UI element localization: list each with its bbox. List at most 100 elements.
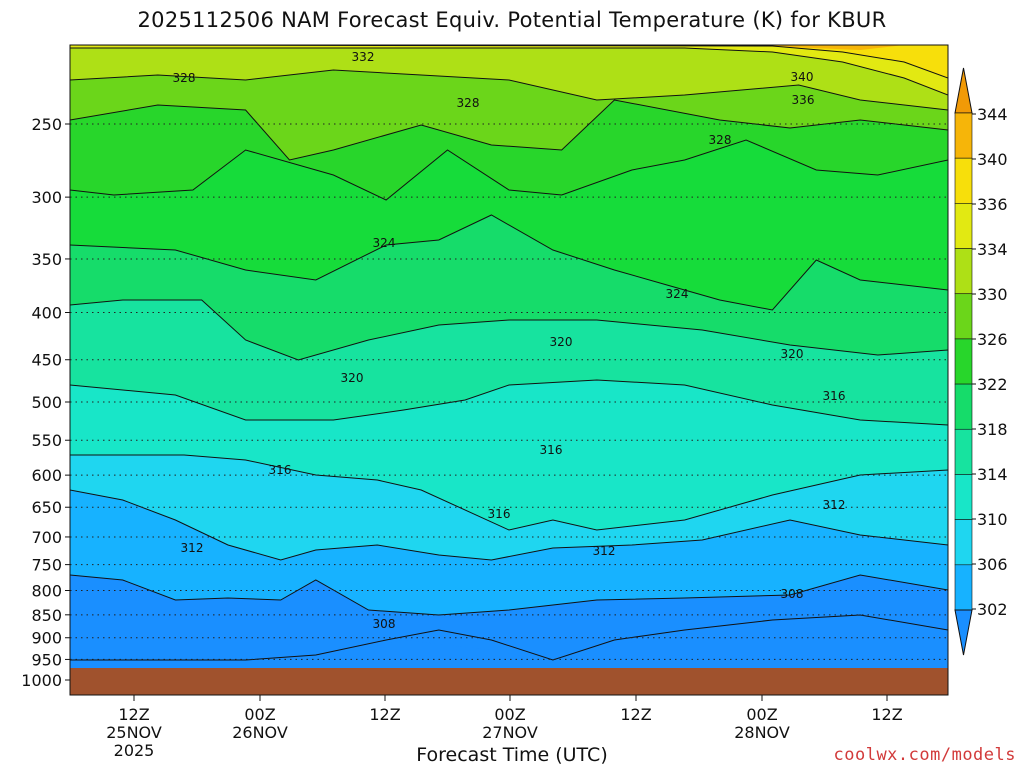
x-tick-label: 12Z: [118, 705, 149, 724]
contour-label: 316: [823, 389, 846, 403]
x-tick-label: 00Z: [494, 705, 525, 724]
y-axis-ticks: 250 300 350 400 450 500 550 600 650 700 750 800 850 9…: [21, 115, 70, 690]
contour-label: 320: [341, 371, 364, 385]
y-tick-label: 650: [31, 498, 62, 517]
x-tick-label: 26NOV: [232, 723, 288, 742]
contour-labels: 332 328 328 340 336 328 324 324 320 320 320 316 316 3…: [173, 50, 846, 631]
colorbar-label: 340: [977, 150, 1008, 169]
contour-line: [70, 454, 948, 531]
colorbar-label: 322: [977, 375, 1008, 394]
grid-lines: [70, 123, 948, 660]
contour-label: 320: [781, 347, 804, 361]
colorbar-label: 344: [977, 105, 1008, 124]
y-tick-label: 950: [31, 650, 62, 669]
x-tick-label: 27NOV: [482, 723, 538, 742]
contour-line: [70, 99, 948, 161]
contour-label: 320: [550, 335, 573, 349]
y-tick-label: 1000: [21, 671, 62, 690]
contour-line: [70, 45, 948, 79]
theta-bands: [70, 45, 948, 668]
y-tick-label: 250: [31, 115, 62, 134]
contour-label: 328: [457, 96, 480, 110]
contour-label: 328: [173, 71, 196, 85]
x-tick-label: 28NOV: [734, 723, 790, 742]
colorbar-label: 310: [977, 510, 1008, 529]
y-tick-label: 850: [31, 606, 62, 625]
colorbar-segment: [954, 383, 973, 430]
contour-line: [70, 574, 948, 616]
x-tick-label: 12Z: [620, 705, 651, 724]
contour-label: 340: [791, 70, 814, 84]
x-axis-label: Forecast Time (UTC): [416, 744, 608, 766]
contour-label: 332: [352, 50, 375, 64]
colorbar-segment: [954, 474, 973, 520]
contour-line: [70, 139, 948, 201]
contour-lines: [70, 45, 948, 661]
y-tick-label: 350: [31, 250, 62, 269]
colorbar-segment: [954, 203, 973, 249]
band-coolest: [307, 612, 948, 668]
contour-label: 312: [823, 498, 846, 512]
contour-label: 312: [593, 544, 616, 558]
colorbar-segment: [954, 519, 973, 566]
y-tick-label: 400: [31, 304, 62, 323]
colorbar-arrow-bottom: [954, 609, 973, 656]
contour-label: 336: [792, 93, 815, 107]
colorbar-segment: [954, 157, 973, 204]
colorbar-label: 336: [977, 195, 1008, 214]
x-tick-label: 12Z: [871, 705, 902, 724]
y-tick-label: 900: [31, 629, 62, 648]
y-tick-label: 500: [31, 393, 62, 412]
colorbar-segment: [954, 564, 973, 611]
plot-frame: [69, 44, 949, 696]
colorbar-segment: [954, 338, 973, 385]
contour-line: [70, 69, 948, 111]
x-tick-label: 00Z: [244, 705, 275, 724]
contour-line: [70, 299, 948, 361]
ground-surface: [70, 668, 948, 695]
contour-line: [70, 47, 948, 96]
contour-line: [70, 489, 948, 561]
colorbar-label: 330: [977, 285, 1008, 304]
colorbar-label: 326: [977, 330, 1008, 349]
y-tick-label: 750: [31, 556, 62, 575]
x-tick-label: 25NOV: [106, 723, 162, 742]
y-tick-label: 450: [31, 351, 62, 370]
site-credit[interactable]: coolwx.com/models: [833, 745, 1016, 765]
band-warmest: [684, 45, 905, 50]
y-tick-label: 800: [31, 582, 62, 601]
contour-label: 316: [269, 463, 292, 477]
contour-label: 328: [709, 133, 732, 147]
contour-label: 316: [488, 507, 511, 521]
colorbar-arrow-top: [954, 67, 973, 114]
y-tick-label: 550: [31, 431, 62, 450]
y-tick-label: 700: [31, 528, 62, 547]
colorbar-label: 314: [977, 465, 1008, 484]
x-tick-label: 00Z: [746, 705, 777, 724]
colorbar-segment: [954, 112, 973, 159]
colorbar-label: 318: [977, 420, 1008, 439]
contour-label: 324: [373, 236, 396, 250]
contour-label: 316: [540, 443, 563, 457]
contour-label: 324: [666, 287, 689, 301]
contour-label: 312: [181, 541, 204, 555]
y-tick-label: 300: [31, 188, 62, 207]
colorbar-segment: [954, 293, 973, 340]
colorbar: 344 340 336 334 330 326 322 318 314 310 306 302: [954, 67, 1008, 656]
contour-label: 308: [781, 587, 804, 601]
colorbar-label: 306: [977, 555, 1008, 574]
colorbar-segment: [954, 428, 973, 475]
y-tick-label: 600: [31, 466, 62, 485]
colorbar-label: 334: [977, 240, 1008, 259]
x-tick-label: 2025: [114, 741, 155, 760]
band-warm: [70, 45, 948, 110]
colorbar-segment: [954, 248, 973, 295]
contour-line: [70, 214, 948, 311]
colorbar-label: 302: [977, 600, 1008, 619]
contour-label: 308: [373, 617, 396, 631]
chart-title: 2025112506 NAM Forecast Equiv. Potential…: [137, 8, 887, 32]
contour-line: [70, 614, 948, 661]
x-tick-label: 12Z: [369, 705, 400, 724]
